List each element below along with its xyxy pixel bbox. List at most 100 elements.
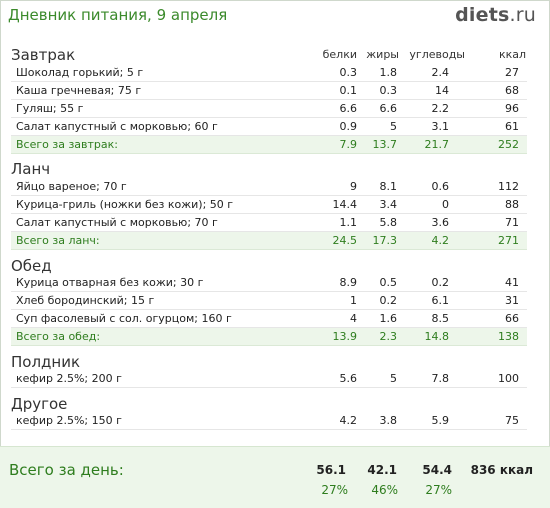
table-row: Гуляш; 55 г 6.6 6.6 2.2 96 [11,100,527,118]
carbs-value: 0 [442,198,449,211]
fat-value: 5 [390,120,397,133]
fat-value: 0.5 [379,276,398,289]
food-name: Суп фасолевый с сол. огурцом; 160 г [16,312,232,325]
kcal-total: 138 [498,330,519,343]
protein-value: 14.4 [332,198,358,211]
carbs-value: 14 [435,84,449,97]
section-title-breakfast: Завтрак [11,46,76,64]
carbs-value: 0.2 [431,276,450,289]
food-name: Салат капустный с морковью; 70 г [16,216,218,229]
protein-value: 4 [350,312,357,325]
total-label: Всего за обед: [16,330,101,343]
kcal-value: 75 [505,414,519,427]
row-divider [11,429,527,430]
carbs-value: 7.8 [431,372,450,385]
table-row: кефир 2.5%; 150 г 4.2 3.8 5.9 75 [11,412,527,430]
food-name: Курица-гриль (ножки без кожи); 50 г [16,198,234,211]
kcal-value: 96 [505,102,519,115]
row-divider [11,309,527,310]
table-row: Салат капустный с морковью; 60 г 0.9 5 3… [11,118,527,136]
section-title-lunch: Ланч [11,160,51,178]
food-name: кефир 2.5%; 150 г [16,414,122,427]
day-protein-total: 56.1 [316,463,346,477]
table-row: кефир 2.5%; 200 г 5.6 5 7.8 100 [11,370,527,388]
column-header-kcal: ккал [498,48,526,61]
row-divider [11,327,527,328]
site-logo[interactable]: diets.ru [455,4,536,26]
fat-total: 13.7 [372,138,398,151]
fat-value: 5.8 [379,216,398,229]
food-name: кефир 2.5%; 200 г [16,372,122,385]
kcal-value: 112 [498,180,519,193]
protein-value: 0.3 [339,66,358,79]
row-divider [11,135,527,136]
logo-tld: .ru [509,4,536,26]
protein-value: 0.9 [339,120,358,133]
day-kcal-total: 836 ккал [470,463,533,477]
row-divider [11,81,527,82]
kcal-value: 71 [505,216,519,229]
day-fat-total: 42.1 [367,463,397,477]
fat-total: 17.3 [372,234,398,247]
row-divider [11,195,527,196]
fat-value: 1.6 [379,312,398,325]
logo-name: diets [455,4,510,26]
kcal-value: 100 [498,372,519,385]
row-divider [11,291,527,292]
carbs-total: 14.8 [424,330,450,343]
column-header-protein: белки [322,48,357,61]
kcal-value: 68 [505,84,519,97]
page-title: Дневник питания, 9 апреля [8,6,228,24]
table-row: Хлеб бородинский; 15 г 1 0.2 6.1 31 [11,292,527,310]
food-name: Каша гречневая; 75 г [16,84,142,97]
food-name: Шоколад горький; 5 г [16,66,144,79]
protein-value: 0.1 [339,84,358,97]
fat-value: 3.4 [379,198,398,211]
carbs-value: 3.1 [431,120,450,133]
food-name: Салат капустный с морковью; 60 г [16,120,218,133]
day-total-label: Всего за день: [9,461,124,479]
kcal-value: 27 [505,66,519,79]
row-divider [11,153,527,154]
row-divider [11,99,527,100]
row-divider [11,387,527,388]
fat-value: 6.6 [379,102,398,115]
kcal-value: 41 [505,276,519,289]
table-row: Курица-гриль (ножки без кожи); 50 г 14.4… [11,196,527,214]
section-total-row: Всего за завтрак: 7.9 13.7 21.7 252 [11,136,527,154]
carbs-value: 2.4 [431,66,450,79]
protein-value: 1.1 [339,216,358,229]
section-total-row: Всего за ланч: 24.5 17.3 4.2 271 [11,232,527,250]
fat-value: 8.1 [379,180,398,193]
row-divider [11,117,527,118]
table-row: Шоколад горький; 5 г 0.3 1.8 2.4 27 [11,64,527,82]
food-name: Гуляш; 55 г [16,102,84,115]
column-header-carbs: углеводы [409,48,465,61]
section-title-dinner: Обед [11,257,52,275]
table-row: Салат капустный с морковью; 70 г 1.1 5.8… [11,214,527,232]
protein-value: 6.6 [339,102,358,115]
carbs-value: 2.2 [431,102,450,115]
row-divider [11,345,527,346]
table-row: Курица отварная без кожи; 30 г 8.9 0.5 0… [11,274,527,292]
section-total-row: Всего за обед: 13.9 2.3 14.8 138 [11,328,527,346]
carbs-value: 6.1 [431,294,450,307]
row-divider [11,213,527,214]
protein-total: 13.9 [332,330,358,343]
kcal-value: 88 [505,198,519,211]
section-title-snack: Полдник [11,353,81,371]
protein-total: 7.9 [339,138,358,151]
protein-value: 5.6 [339,372,358,385]
fat-value: 0.2 [379,294,398,307]
kcal-value: 66 [505,312,519,325]
kcal-total: 271 [498,234,519,247]
carbs-value: 8.5 [431,312,450,325]
carbs-value: 0.6 [431,180,450,193]
fat-value: 5 [390,372,397,385]
day-fat-percent: 46% [371,483,398,497]
total-label: Всего за ланч: [16,234,100,247]
food-name: Курица отварная без кожи; 30 г [16,276,204,289]
food-name: Хлеб бородинский; 15 г [16,294,155,307]
fat-value: 0.3 [379,84,398,97]
carbs-value: 5.9 [431,414,450,427]
